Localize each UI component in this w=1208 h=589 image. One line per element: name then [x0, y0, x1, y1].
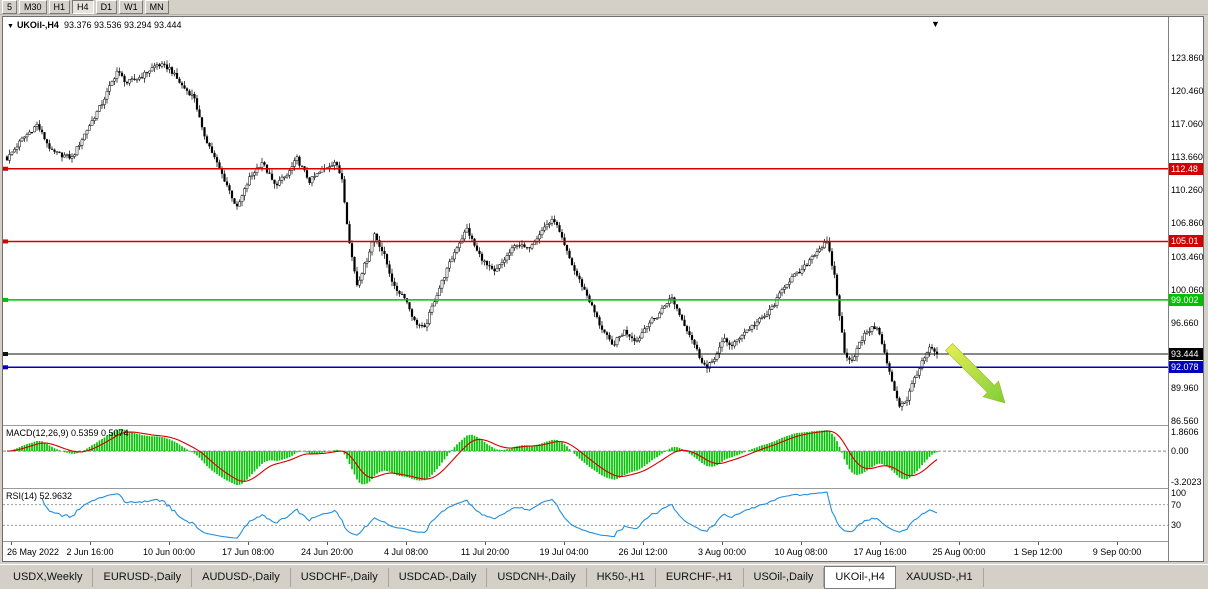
chart-tab-usoil-daily[interactable]: USOil-,Daily — [744, 567, 825, 587]
timeframe-button-5[interactable]: 5 — [2, 0, 18, 14]
time-axis-label: 1 Sep 12:00 — [1013, 547, 1063, 557]
chart-tab-xauusd-h1[interactable]: XAUUSD-,H1 — [896, 567, 984, 587]
price-axis-label: 96.660 — [1171, 317, 1199, 328]
candlestick-chart — [3, 60, 1168, 411]
time-axis-label: 19 Jul 04:00 — [539, 547, 589, 557]
time-tick — [1038, 542, 1039, 545]
macd-indicator-pane — [3, 429, 1168, 485]
rsi-indicator-pane — [3, 491, 1168, 539]
chart-tab-eurusd-daily[interactable]: EURUSD-,Daily — [93, 567, 193, 587]
macd-axis-max: 1.8606 — [1171, 427, 1199, 437]
time-axis[interactable]: 26 May 2022 2 Jun 16:00 10 Jun 00:00 17 Jun… — [3, 542, 1168, 561]
time-tick — [722, 542, 723, 545]
chart-tab-usdcnh-daily[interactable]: USDCNH-,Daily — [487, 567, 587, 587]
price-axis[interactable]: 123.860 120.460 117.060 113.660 110.260 106.8… — [1168, 17, 1204, 561]
current-price-badge: 93.444 — [1169, 348, 1203, 360]
time-tick — [643, 542, 644, 545]
price-axis-label: 100.060 — [1171, 284, 1204, 295]
hline-left-marker — [3, 365, 8, 370]
pane-separator[interactable] — [3, 488, 1203, 489]
price-axis-label: 103.460 — [1171, 251, 1204, 262]
time-tick — [406, 542, 407, 545]
time-tick — [880, 542, 881, 545]
chart-symbol-label: UKOil-,H4 — [16, 20, 59, 30]
price-axis-label: 113.660 — [1171, 152, 1203, 163]
price-axis-label: 120.460 — [1171, 86, 1204, 97]
time-tick — [90, 542, 91, 545]
price-axis-label: 89.960 — [1171, 382, 1199, 393]
timeframe-button-mn[interactable]: MN — [144, 0, 169, 14]
pane-separator[interactable] — [3, 541, 1203, 542]
price-axis-label: 110.260 — [1171, 185, 1203, 196]
time-tick — [11, 542, 12, 545]
macd-axis-min: -3.2023 — [1171, 477, 1202, 487]
shift-marker-icon[interactable]: ▼ — [931, 19, 940, 29]
hline-price-badge: 112.48 — [1169, 162, 1203, 175]
price-axis-label: 117.060 — [1171, 119, 1203, 130]
chart-tab-eurchf-h1[interactable]: EURCHF-,H1 — [656, 567, 744, 587]
chart-tab-hk50-h1[interactable]: HK50-,H1 — [587, 567, 656, 587]
time-tick — [327, 542, 328, 545]
time-tick — [801, 542, 802, 545]
time-tick — [169, 542, 170, 545]
hline-price-badge: 92.078 — [1169, 361, 1203, 374]
timeframe-toolbar: 5 M30 H1 H4 D1 W1 MN — [0, 0, 1208, 15]
chart-tab-usdchf-daily[interactable]: USDCHF-,Daily — [291, 567, 389, 587]
timeframe-button-d1[interactable]: D1 — [95, 0, 118, 14]
time-axis-label: 10 Jun 00:00 — [142, 547, 196, 557]
macd-axis-zero: 0.00 — [1171, 446, 1189, 457]
rsi-axis-100: 100 — [1171, 488, 1187, 498]
chart-ohlc-values: 93.376 93.536 93.294 93.444 — [63, 20, 182, 30]
hline-price-badge: 99.002 — [1169, 293, 1203, 306]
time-axis-label: 2 Jun 16:00 — [66, 547, 114, 557]
rsi-axis-30: 30 — [1171, 520, 1182, 531]
rsi-line — [41, 491, 938, 539]
time-axis-label: 24 Jun 20:00 — [300, 547, 354, 557]
time-axis-label: 4 Jul 08:00 — [383, 547, 429, 557]
rsi-axis-70: 70 — [1171, 499, 1182, 510]
hline-left-marker — [3, 297, 8, 302]
chart-window: 26 May 2022 2 Jun 16:00 10 Jun 00:00 17 Jun… — [2, 16, 1204, 562]
hline-left-marker — [3, 239, 8, 244]
time-axis-label: 26 Jul 12:00 — [618, 547, 668, 557]
price-axis-label: 123.860 — [1171, 53, 1204, 63]
chart-menu-icon[interactable]: ▼ — [7, 23, 14, 30]
macd-histogram — [8, 429, 938, 485]
price-axis-label: 86.560 — [1171, 416, 1199, 426]
time-axis-label: 3 Aug 00:00 — [697, 547, 747, 557]
current-price-left-marker — [3, 352, 8, 357]
time-tick — [959, 542, 960, 545]
chart-tab-audusd-daily[interactable]: AUDUSD-,Daily — [192, 567, 291, 587]
time-tick — [564, 542, 565, 545]
chart-tabs-bar: USDX,Weekly EURUSD-,Daily AUDUSD-,Daily USD… — [0, 564, 1208, 589]
timeframe-button-w1[interactable]: W1 — [119, 0, 143, 14]
time-axis-label: 9 Sep 00:00 — [1092, 547, 1142, 557]
time-tick — [1117, 542, 1118, 545]
chart-tab-ukoil-h4[interactable]: UKOil-,H4 — [824, 565, 896, 589]
time-axis-label: 26 May 2022 — [7, 547, 60, 557]
timeframe-button-h1[interactable]: H1 — [48, 0, 71, 14]
time-axis-label: 10 Aug 08:00 — [774, 547, 828, 557]
time-axis-label: 17 Jun 08:00 — [221, 547, 275, 557]
chart-tab-usdx-weekly[interactable]: USDX,Weekly — [3, 567, 94, 587]
chart-tab-usdcad-daily[interactable]: USDCAD-,Daily — [389, 567, 488, 587]
time-axis-label: 25 Aug 00:00 — [932, 547, 986, 557]
time-tick — [248, 542, 249, 545]
hline-left-marker — [3, 166, 8, 171]
plot-area[interactable]: 26 May 2022 2 Jun 16:00 10 Jun 00:00 17 Jun… — [3, 17, 1168, 561]
down-arrow-annotation-icon[interactable] — [945, 343, 1006, 404]
macd-label: MACD(12,26,9) 0.5359 0.5074 — [6, 428, 129, 438]
time-axis-label: 17 Aug 16:00 — [853, 547, 907, 557]
rsi-label: RSI(14) 52.9632 — [6, 491, 73, 501]
timeframe-button-h4[interactable]: H4 — [72, 0, 94, 14]
hline-price-badge: 105.01 — [1169, 235, 1203, 248]
macd-signal-line — [6, 430, 938, 482]
time-tick — [485, 542, 486, 545]
time-axis-label: 11 Jul 20:00 — [460, 547, 510, 557]
timeframe-button-m30[interactable]: M30 — [19, 0, 47, 14]
price-axis-label: 106.860 — [1171, 218, 1204, 229]
chart-title: ▼ UKOil-,H4 93.376 93.536 93.294 93.444 — [7, 20, 182, 30]
pane-separator[interactable] — [3, 425, 1203, 426]
